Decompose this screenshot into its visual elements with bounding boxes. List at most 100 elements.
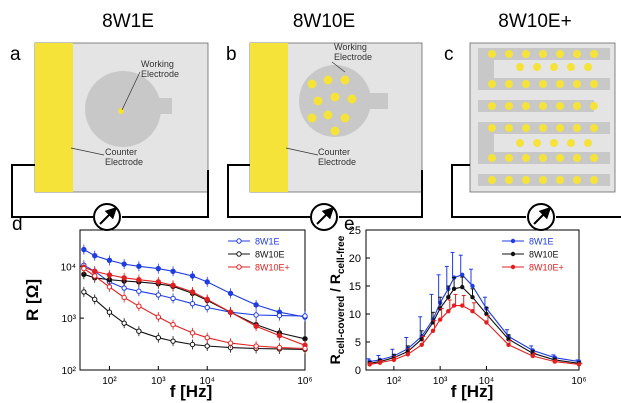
working-pointer-b: [331, 61, 346, 73]
counter-pointer-a: [70, 147, 105, 156]
data-point: [430, 328, 436, 333]
x-tick-label: 10²: [102, 376, 117, 387]
electrode-spot: [330, 92, 340, 102]
electrode-spot: [488, 154, 496, 162]
series-line: [369, 305, 580, 365]
x-tick-label: 10⁶: [297, 376, 312, 387]
electrode-spot: [488, 176, 496, 184]
data-point: [204, 343, 210, 349]
y-tick-label: 10³: [62, 314, 77, 325]
data-point: [92, 273, 98, 279]
data-point: [460, 272, 465, 277]
electrode-spot-a: [118, 108, 124, 114]
data-point: [189, 289, 196, 295]
circuit-wire-b: [227, 164, 423, 218]
data-point: [377, 360, 383, 365]
circuit-wire-c: [451, 164, 621, 218]
electrode-spot: [590, 124, 598, 132]
electrode-spot: [556, 80, 564, 88]
electrode-spots-b: [307, 75, 357, 136]
panel-b-title: 8W10E: [293, 11, 355, 32]
electrode-spot: [590, 80, 598, 88]
legend-label: 8W10E: [529, 250, 559, 260]
data-point: [446, 295, 451, 300]
data-point: [92, 252, 98, 259]
x-tick-label: 10⁴: [479, 376, 494, 387]
electrode-spot: [539, 124, 547, 132]
legend-marker: [236, 238, 242, 244]
electrode-spot: [307, 79, 317, 89]
electrode-spot: [550, 139, 558, 147]
x-tick-label: 10⁴: [200, 376, 215, 387]
x-tick-label: 10²: [387, 376, 402, 387]
series-line: [83, 291, 306, 350]
data-point: [155, 279, 162, 285]
data-point: [451, 286, 457, 291]
electrode-spot: [573, 102, 581, 110]
data-point: [170, 338, 176, 344]
data-point: [204, 304, 210, 311]
data-point: [484, 320, 489, 325]
y-tick-label: 10²: [62, 366, 77, 377]
data-point: [155, 292, 162, 298]
electrode-spot: [550, 63, 558, 71]
working-pointer-a: [121, 71, 141, 111]
electrode-spot: [590, 102, 598, 110]
y-tick-label: 20: [349, 253, 361, 265]
data-point: [121, 285, 127, 291]
data-point: [189, 273, 196, 279]
electrode-spot: [522, 50, 530, 58]
electrode-spots-c: [488, 50, 598, 184]
electrode-spot: [488, 124, 496, 132]
electrode-spot: [347, 94, 357, 104]
data-point: [227, 340, 234, 346]
svg-text:Rcell-covered / Rcell-free: Rcell-covered / Rcell-free: [327, 235, 347, 364]
data-point: [367, 362, 372, 367]
working-label-b: Working Electrode: [334, 42, 372, 62]
data-point: [81, 289, 87, 295]
data-point: [189, 341, 196, 348]
panel-b: b 8W10E Working Electrode Counter Electrode: [226, 11, 423, 231]
circuit-wire-a: [11, 164, 209, 218]
electrode-spot: [556, 124, 564, 132]
data-point: [576, 362, 582, 367]
electrode-spot: [573, 50, 581, 58]
data-point: [530, 353, 535, 359]
panel-e: e 10² 10³ 10⁴ 10⁶05101520258W1E8W10E8W10E+ …: [327, 214, 587, 401]
chart-e-xlabel: f [Hz]: [451, 382, 493, 401]
electrode-spot: [584, 63, 592, 71]
electrode-spot: [323, 110, 333, 120]
legend-label: 8W10E: [255, 250, 285, 260]
electrode-spot: [340, 113, 350, 123]
y-tick-label: 15: [349, 281, 361, 293]
data-point: [121, 320, 127, 326]
electrode-spot: [567, 63, 575, 71]
electrode-spot: [488, 50, 496, 58]
data-point: [419, 342, 424, 347]
electrode-spot: [573, 154, 581, 162]
ammeter-icon: [310, 203, 338, 231]
electrode-spot: [590, 154, 598, 162]
data-point: [552, 359, 557, 364]
data-point: [155, 334, 162, 341]
data-point: [470, 295, 475, 300]
electrode-spot: [567, 139, 575, 147]
data-point: [155, 265, 162, 272]
electrode-spot: [573, 124, 581, 132]
electrode-spot: [539, 154, 547, 162]
data-point: [81, 246, 87, 253]
data-point: [204, 334, 210, 341]
data-point: [470, 283, 475, 289]
data-point: [253, 323, 259, 329]
electrode-spot: [539, 176, 547, 184]
legend-label: 8W10E+: [255, 263, 290, 273]
electrode-spot: [556, 176, 564, 184]
data-point: [276, 344, 283, 351]
electrode-spot: [313, 96, 323, 106]
data-point: [204, 296, 210, 303]
electrode-spot: [556, 154, 564, 162]
data-point: [121, 294, 127, 301]
data-point: [204, 279, 210, 285]
data-point: [189, 330, 196, 336]
